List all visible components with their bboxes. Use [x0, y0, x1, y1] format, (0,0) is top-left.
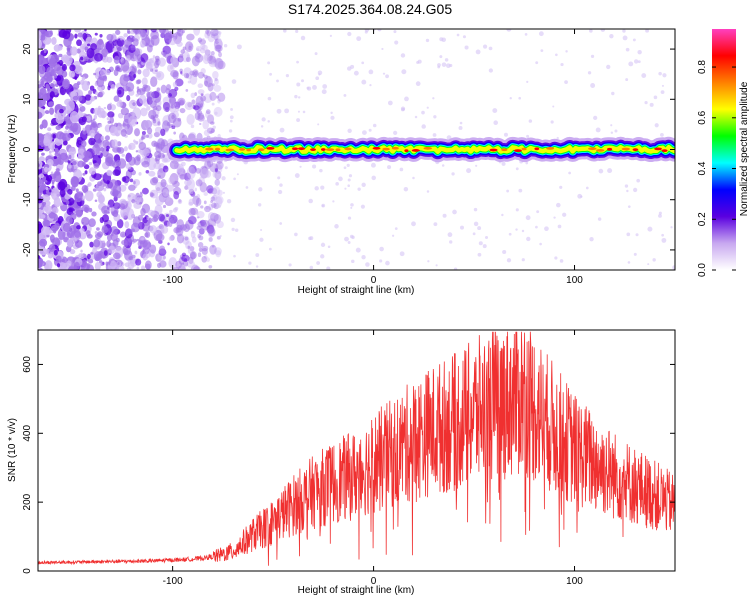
x-tick-label: 100: [566, 576, 583, 587]
x-tick-label: 0: [371, 275, 377, 286]
colorbar-tick-label: 0.0: [697, 263, 708, 277]
snr-y-axis-label: SNR (10 * v/v): [7, 418, 18, 482]
spectrogram-y-ticks: -20 -10 0 10 20: [22, 43, 675, 257]
snr-x-ticks: -100 0 100: [163, 330, 583, 587]
y-tick-label: 400: [22, 425, 33, 442]
figure-title: S174.2025.364.08.24.G05: [288, 1, 452, 17]
colorbar-tick-label: 0.6: [697, 110, 708, 124]
spectrogram-x-ticks: -100 0 100: [163, 29, 583, 286]
x-tick-label: 0: [371, 576, 377, 587]
colorbar-tick-label: 0.8: [697, 60, 708, 74]
colorbar-tick-label: 0.4: [697, 161, 708, 175]
snr-y-ticks: 0 200 400 600: [22, 356, 675, 574]
y-tick-label: 20: [22, 43, 33, 55]
colorbar-ticks: 0.0 0.2 0.4 0.6 0.8: [697, 60, 736, 277]
x-tick-label: -100: [163, 576, 183, 587]
y-tick-label: 200: [22, 493, 33, 510]
y-tick-label: -10: [22, 192, 33, 207]
spectrogram-y-axis-label: Frequency (Hz): [7, 115, 18, 184]
snr-plot-area: [38, 331, 675, 566]
y-tick-label: -20: [22, 242, 33, 257]
snr-series-line: [38, 331, 675, 566]
y-tick-label: 0: [22, 568, 33, 574]
spectrogram-x-axis-label: Height of straight line (km): [298, 285, 415, 296]
spectrogram-plot-area: [38, 29, 675, 270]
snr-frame: [37, 329, 676, 572]
x-tick-label: -100: [163, 275, 183, 286]
colorbar-label: Normalized spectral amplitude: [739, 81, 750, 216]
y-tick-label: 10: [22, 93, 33, 105]
colorbar-gradient: [712, 29, 736, 270]
x-tick-label: 100: [566, 275, 583, 286]
y-tick-label: 0: [22, 146, 33, 152]
y-tick-label: 600: [22, 356, 33, 373]
colorbar-tick-label: 0.2: [697, 212, 708, 226]
colorbar: 0.0 0.2 0.4 0.6 0.8 Normalized spectral ampl…: [697, 29, 750, 277]
snr-panel: -100 0 100 0 200 400 600 Height of straight l…: [7, 329, 676, 596]
snr-x-axis-label: Height of straight line (km): [298, 585, 415, 596]
spectrogram-image: [38, 29, 675, 270]
